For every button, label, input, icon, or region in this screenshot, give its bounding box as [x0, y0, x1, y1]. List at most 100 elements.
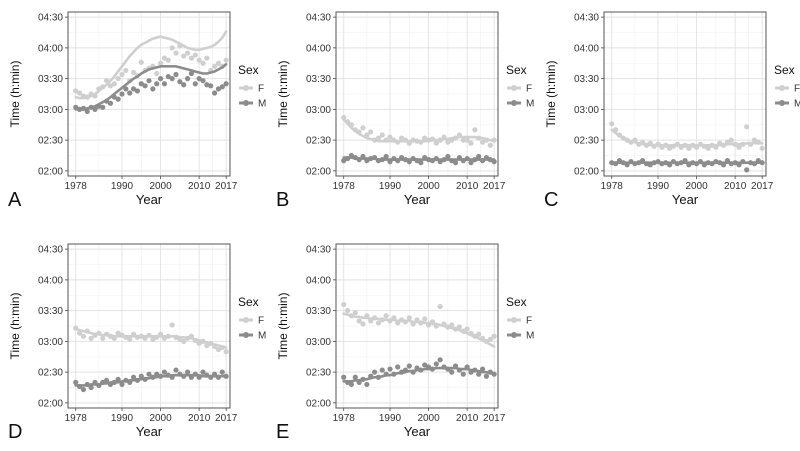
data-point-m	[208, 83, 214, 89]
trend-line-f	[74, 327, 228, 349]
y-tick-label: 02:00	[306, 166, 331, 177]
data-point-f	[204, 342, 210, 349]
data-point-m	[80, 386, 87, 393]
x-tick-label: 1978	[65, 413, 88, 424]
data-point-m	[92, 106, 98, 112]
x-tick-label: 1978	[65, 181, 88, 192]
y-tick-label: 03:30	[38, 306, 63, 317]
data-point-m	[341, 374, 347, 380]
legend-label-m: M	[258, 99, 266, 110]
data-point-f	[181, 338, 187, 344]
data-point-m	[157, 76, 164, 82]
x-axis-title: Year	[136, 192, 163, 207]
data-point-f	[169, 45, 175, 51]
plot-border	[67, 243, 231, 409]
data-point-m	[73, 379, 79, 385]
data-point-m	[169, 76, 175, 82]
y-tick-label: 03:00	[38, 337, 63, 348]
data-point-m	[161, 81, 168, 87]
data-point-m	[452, 160, 459, 166]
data-point-f	[437, 303, 443, 310]
data-point-m	[154, 81, 160, 87]
legend-label-f: F	[526, 316, 532, 327]
data-point-f	[73, 88, 79, 94]
legend-label-m: M	[794, 99, 800, 110]
data-point-m	[479, 366, 486, 372]
legend-title: Sex	[506, 63, 527, 77]
x-tick-label: 1978	[333, 181, 356, 192]
y-tick-label: 03:30	[574, 74, 599, 85]
x-tick-label: 1990	[111, 413, 134, 424]
data-point-f	[192, 52, 198, 58]
data-point-f	[491, 333, 497, 339]
data-point-m	[150, 86, 156, 92]
data-point-f	[115, 76, 121, 82]
x-tick-label: 2010	[188, 181, 211, 192]
panel-b: 1978 1990 2000 2010 2017 02:00 02:30 03:00 03:30…	[276, 11, 534, 211]
data-point-m	[184, 76, 191, 82]
y-tick-label: 03:00	[306, 337, 331, 348]
data-point-m	[130, 86, 137, 92]
x-tick-label: 2000	[417, 181, 440, 192]
data-point-m	[173, 367, 179, 373]
data-point-f	[398, 135, 405, 141]
data-point-f	[705, 145, 711, 151]
legend-key-point	[243, 100, 249, 106]
data-point-m	[184, 369, 191, 375]
legend-key-point	[511, 100, 517, 106]
data-point-f	[127, 336, 133, 342]
x-tick-label: 2010	[456, 181, 479, 192]
data-point-m	[460, 371, 466, 377]
x-tick-label: 1978	[333, 413, 356, 424]
data-point-f	[341, 114, 347, 121]
legend-key-point	[779, 85, 785, 91]
data-point-f	[464, 326, 470, 332]
data-point-f	[375, 320, 382, 326]
trend-line-f	[342, 312, 496, 348]
y-tick-label: 04:00	[306, 275, 331, 286]
legend-key-point	[243, 317, 249, 323]
data-point-f	[80, 333, 87, 339]
data-point-m	[138, 81, 144, 87]
data-point-f	[215, 346, 222, 353]
plot-border	[67, 11, 231, 177]
data-point-m	[476, 153, 482, 160]
data-point-m	[146, 371, 152, 377]
y-axis-title: Time (h:min)	[8, 293, 22, 360]
data-point-m	[130, 374, 137, 380]
x-tick-label: 2000	[685, 181, 708, 192]
data-point-f	[433, 140, 439, 146]
data-point-f	[100, 335, 106, 341]
data-point-m	[138, 373, 144, 379]
data-point-f	[344, 308, 351, 314]
data-point-f	[728, 137, 734, 143]
data-point-m	[379, 367, 385, 373]
plot-border	[335, 11, 499, 177]
data-point-f	[341, 301, 347, 308]
panel-letter: C	[544, 189, 558, 211]
data-point-m	[107, 100, 114, 106]
data-point-f	[387, 134, 393, 140]
x-tick-label: 1978	[601, 181, 624, 192]
x-axis-title: Year	[136, 424, 163, 439]
data-point-f	[188, 55, 195, 61]
series-m	[341, 357, 497, 388]
x-tick-label: 2000	[149, 181, 172, 192]
x-tick-label: 2000	[417, 413, 440, 424]
data-point-f	[223, 349, 229, 355]
y-tick-label: 02:00	[574, 166, 599, 177]
data-point-m	[341, 158, 347, 164]
data-point-f	[200, 60, 206, 66]
data-point-m	[142, 83, 148, 89]
data-point-m	[433, 361, 439, 367]
x-tick-label: 2000	[149, 413, 172, 424]
plot-border	[603, 11, 767, 177]
data-point-m	[223, 81, 229, 87]
y-axis-title: Time (h:min)	[276, 293, 290, 360]
legend-label-f: F	[258, 84, 264, 95]
data-point-f	[456, 324, 463, 330]
data-point-f	[196, 57, 202, 63]
y-tick-label: 04:00	[38, 43, 63, 54]
y-tick-label: 03:30	[306, 306, 331, 317]
